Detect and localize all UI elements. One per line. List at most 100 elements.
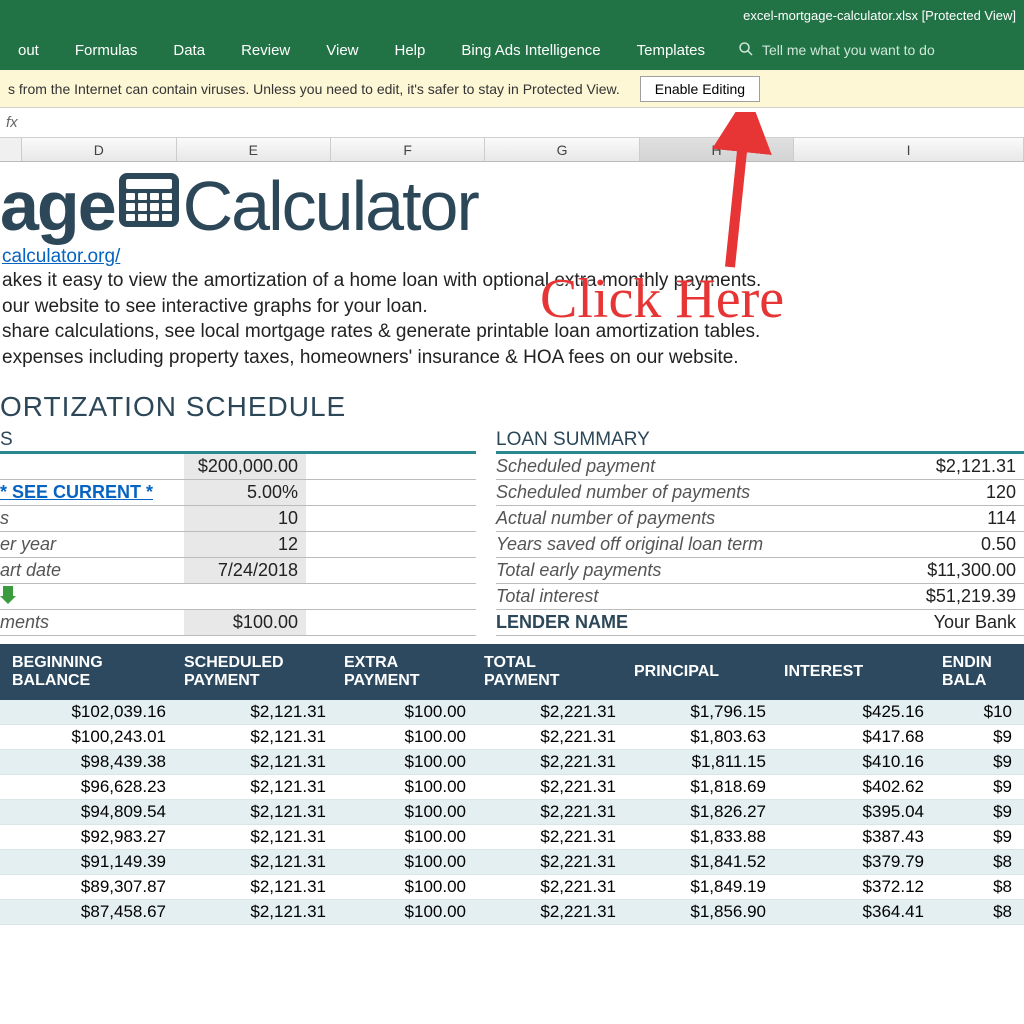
- table-cell: $100.00: [338, 702, 478, 722]
- table-cell: $425.16: [778, 702, 936, 722]
- summary-label: Actual number of payments: [496, 508, 884, 529]
- table-cell: $92,983.27: [0, 827, 178, 847]
- value-label: s: [0, 508, 184, 529]
- value-input[interactable]: 7/24/2018: [184, 558, 306, 583]
- table-cell: $1,849.19: [628, 877, 778, 897]
- summary-row: Total early payments$11,300.00: [496, 558, 1024, 584]
- enable-editing-button[interactable]: Enable Editing: [640, 76, 760, 102]
- fx-icon[interactable]: fx: [6, 114, 18, 131]
- schedule-title: ORTIZATION SCHEDULE: [0, 371, 1024, 429]
- desc-1: akes it easy to view the amortization of…: [0, 268, 1024, 294]
- ribbon-tab-help[interactable]: Help: [377, 30, 444, 70]
- col-scheduled: SCHEDULEDPAYMENT: [178, 654, 338, 690]
- table-cell: $1,826.27: [628, 802, 778, 822]
- summary-label: Scheduled number of payments: [496, 482, 884, 503]
- value-input[interactable]: [184, 584, 306, 609]
- values-header: S: [0, 429, 476, 454]
- table-cell: $1,803.63: [628, 727, 778, 747]
- table-cell: $2,121.31: [178, 802, 338, 822]
- col-i[interactable]: I: [794, 138, 1024, 161]
- desc-4: expenses including property taxes, homeo…: [0, 345, 1024, 371]
- summary-row: Years saved off original loan term0.50: [496, 532, 1024, 558]
- value-row: $200,000.00: [0, 454, 476, 480]
- value-input[interactable]: 12: [184, 532, 306, 557]
- table-cell: $8: [936, 852, 1024, 872]
- table-cell: $100.00: [338, 902, 478, 922]
- table-cell: $87,458.67: [0, 902, 178, 922]
- ribbon-tab-templates[interactable]: Templates: [619, 30, 723, 70]
- ribbon-tab-review[interactable]: Review: [223, 30, 308, 70]
- col-d[interactable]: D: [22, 138, 176, 161]
- table-cell: $100.00: [338, 752, 478, 772]
- summary-label: Total interest: [496, 586, 884, 607]
- table-row[interactable]: $92,983.27$2,121.31$100.00$2,221.31$1,83…: [0, 825, 1024, 850]
- calculator-icon: [119, 173, 179, 227]
- table-cell: $1,841.52: [628, 852, 778, 872]
- table-cell: $2,221.31: [478, 727, 628, 747]
- col-beginning: BEGINNINGBALANCE: [0, 654, 178, 690]
- table-row[interactable]: $89,307.87$2,121.31$100.00$2,221.31$1,84…: [0, 875, 1024, 900]
- summary-value: 0.50: [884, 534, 1024, 555]
- tellme-search[interactable]: Tell me what you want to do: [738, 41, 935, 60]
- table-cell: $89,307.87: [0, 877, 178, 897]
- ribbon-tab-view[interactable]: View: [308, 30, 376, 70]
- spreadsheet-content: age Calculator calculator.org/ akes it e…: [0, 162, 1024, 925]
- table-cell: $8: [936, 902, 1024, 922]
- ribbon-tab-bingads[interactable]: Bing Ads Intelligence: [443, 30, 618, 70]
- table-cell: $2,121.31: [178, 702, 338, 722]
- table-cell: $2,121.31: [178, 902, 338, 922]
- ribbon-tab-layout[interactable]: out: [0, 30, 57, 70]
- value-input[interactable]: 5.00%: [184, 480, 306, 505]
- col-h[interactable]: H: [640, 138, 794, 161]
- value-input[interactable]: $200,000.00: [184, 454, 306, 479]
- table-cell: $2,221.31: [478, 877, 628, 897]
- col-f[interactable]: F: [331, 138, 485, 161]
- value-label: art date: [0, 560, 184, 581]
- column-headers: D E F G H I: [0, 138, 1024, 162]
- table-cell: $102,039.16: [0, 702, 178, 722]
- ribbon-tab-data[interactable]: Data: [155, 30, 223, 70]
- table-cell: $94,809.54: [0, 802, 178, 822]
- table-cell: $1,796.15: [628, 702, 778, 722]
- col-e[interactable]: E: [177, 138, 331, 161]
- summary-row: Actual number of payments114: [496, 506, 1024, 532]
- table-row[interactable]: $100,243.01$2,121.31$100.00$2,221.31$1,8…: [0, 725, 1024, 750]
- value-input[interactable]: $100.00: [184, 610, 306, 635]
- table-cell: $9: [936, 727, 1024, 747]
- see-current-link[interactable]: * SEE CURRENT *: [0, 482, 184, 503]
- summary-row: Scheduled payment$2,121.31: [496, 454, 1024, 480]
- search-icon: [738, 41, 754, 60]
- col-g[interactable]: G: [485, 138, 639, 161]
- table-cell: $9: [936, 752, 1024, 772]
- table-row[interactable]: $98,439.38$2,121.31$100.00$2,221.31$1,81…: [0, 750, 1024, 775]
- table-row[interactable]: $94,809.54$2,121.31$100.00$2,221.31$1,82…: [0, 800, 1024, 825]
- value-label: ments: [0, 612, 184, 633]
- value-row: s10: [0, 506, 476, 532]
- table-row[interactable]: $102,039.16$2,121.31$100.00$2,221.31$1,7…: [0, 700, 1024, 725]
- table-cell: $8: [936, 877, 1024, 897]
- table-cell: $9: [936, 827, 1024, 847]
- table-cell: $98,439.38: [0, 752, 178, 772]
- logo-part2: Calculator: [183, 166, 478, 246]
- table-cell: $2,221.31: [478, 802, 628, 822]
- formula-bar[interactable]: fx: [0, 108, 1024, 138]
- ribbon-tab-formulas[interactable]: Formulas: [57, 30, 156, 70]
- table-cell: $395.04: [778, 802, 936, 822]
- table-row[interactable]: $96,628.23$2,121.31$100.00$2,221.31$1,81…: [0, 775, 1024, 800]
- table-cell: $402.62: [778, 777, 936, 797]
- col-total: TOTALPAYMENT: [478, 654, 628, 690]
- value-input[interactable]: 10: [184, 506, 306, 531]
- table-row[interactable]: $91,149.39$2,121.31$100.00$2,221.31$1,84…: [0, 850, 1024, 875]
- table-cell: $364.41: [778, 902, 936, 922]
- protected-view-bar: s from the Internet can contain viruses.…: [0, 70, 1024, 108]
- amortization-table: BEGINNINGBALANCE SCHEDULEDPAYMENT EXTRAP…: [0, 644, 1024, 925]
- table-row[interactable]: $87,458.67$2,121.31$100.00$2,221.31$1,85…: [0, 900, 1024, 925]
- ribbon-tabs: out Formulas Data Review View Help Bing …: [0, 30, 1024, 70]
- col-principal: PRINCIPAL: [628, 663, 778, 681]
- website-link[interactable]: calculator.org/: [0, 246, 1024, 268]
- table-cell: $9: [936, 802, 1024, 822]
- logo-part1: age: [0, 166, 115, 246]
- summary-value: 114: [884, 508, 1024, 529]
- summary-label: Years saved off original loan term: [496, 534, 884, 555]
- desc-3: share calculations, see local mortgage r…: [0, 319, 1024, 345]
